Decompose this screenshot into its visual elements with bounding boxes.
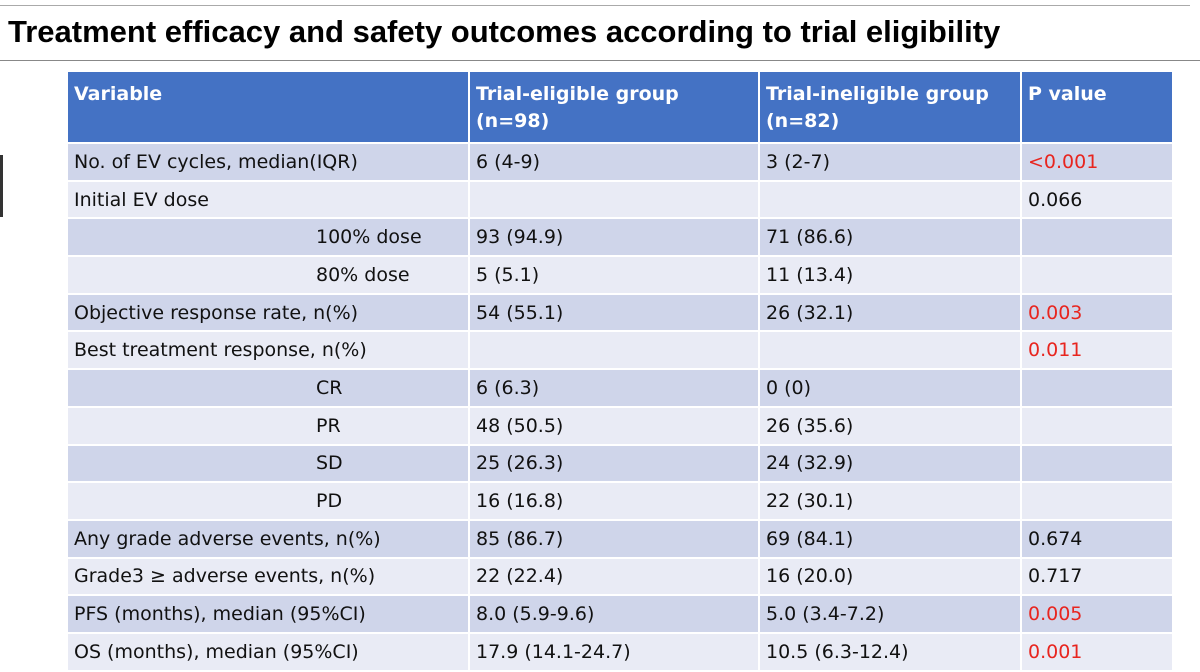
table-cell: 0.011: [1020, 330, 1174, 371]
table-cell: Initial EV dose: [66, 179, 470, 220]
title-rule: [0, 60, 1200, 61]
table-cell: CR: [66, 368, 470, 408]
table-cell: 5.0 (3.4-7.2): [758, 594, 1022, 634]
table-cell: [1020, 368, 1174, 408]
table-cell: No. of EV cycles, median(IQR): [66, 142, 470, 182]
column-header: Variable: [66, 70, 470, 144]
title: Treatment efficacy and safety outcomes a…: [8, 14, 1001, 49]
table-cell: 26 (35.6): [758, 405, 1022, 446]
table-cell: 22 (30.1): [758, 481, 1022, 521]
table-cell: Grade3 ≥ adverse events, n(%): [66, 556, 470, 597]
header-row: Variable Trial-eligible group (n=98) Trial…: [66, 70, 1174, 144]
table-cell: Any grade adverse events, n(%): [66, 518, 470, 559]
table-cell: [758, 179, 1022, 220]
table-cell: 24 (32.9): [758, 443, 1022, 484]
table-cell: SD: [66, 443, 470, 484]
table-cell: 25 (26.3): [468, 443, 760, 484]
table-cell: OS (months), median (95%CI): [66, 631, 470, 672]
column-header: Trial-eligible group (n=98): [468, 70, 760, 144]
table-row: 80% dose 5 (5.1) 11 (13.4): [66, 255, 1174, 295]
table-cell: 54 (55.1): [468, 292, 760, 333]
table-cell: 93 (94.9): [468, 217, 760, 258]
table-cell: 0.005: [1020, 594, 1174, 634]
table-cell: 16 (16.8): [468, 481, 760, 521]
table-cell: 16 (20.0): [758, 556, 1022, 597]
table-row: 100% dose 93 (94.9) 71 (86.6): [66, 217, 1174, 258]
table-row: Best treatment response, n(%) 0.011: [66, 330, 1174, 371]
table-row: No. of EV cycles, median(IQR) 6 (4-9) 3 (2…: [66, 142, 1174, 182]
table-row: PR 48 (50.5) 26 (35.6): [66, 405, 1174, 446]
table-cell: 3 (2-7): [758, 142, 1022, 182]
table-body: No. of EV cycles, median(IQR) 6 (4-9) 3 (2…: [66, 142, 1174, 672]
table-cell: 100% dose: [66, 217, 470, 258]
table-cell: PFS (months), median (95%CI): [66, 594, 470, 634]
table-cell: [1020, 443, 1174, 484]
top-line: [0, 5, 1190, 6]
table-cell: 0.066: [1020, 179, 1174, 220]
table-cell: [758, 330, 1022, 371]
table-cell: 0.717: [1020, 556, 1174, 597]
table: Variable Trial-eligible group (n=98) Trial…: [66, 70, 1174, 672]
table-cell: 80% dose: [66, 255, 470, 295]
table-cell: <0.001: [1020, 142, 1174, 182]
table-cell: PD: [66, 481, 470, 521]
table-row: OS (months), median (95%CI) 17.9 (14.1-24…: [66, 631, 1174, 672]
table-cell: 48 (50.5): [468, 405, 760, 446]
table-cell: 11 (13.4): [758, 255, 1022, 295]
table-cell: 0 (0): [758, 368, 1022, 408]
table-row: CR 6 (6.3) 0 (0): [66, 368, 1174, 408]
table-cell: [1020, 405, 1174, 446]
table-cell: 85 (86.7): [468, 518, 760, 559]
table-cell: 8.0 (5.9-9.6): [468, 594, 760, 634]
table-cell: 0.674: [1020, 518, 1174, 559]
table-cell: 10.5 (6.3-12.4): [758, 631, 1022, 672]
table-cell: [1020, 217, 1174, 258]
table-row: PD 16 (16.8) 22 (30.1): [66, 481, 1174, 521]
column-header: P value: [1020, 70, 1174, 144]
table-cell: 69 (84.1): [758, 518, 1022, 559]
table-cell: [1020, 481, 1174, 521]
table-cell: [468, 330, 760, 371]
table-cell: 6 (6.3): [468, 368, 760, 408]
table-cell: 71 (86.6): [758, 217, 1022, 258]
table-cell: 22 (22.4): [468, 556, 760, 597]
table-cell: 0.001: [1020, 631, 1174, 672]
table-cell: PR: [66, 405, 470, 446]
table-row: PFS (months), median (95%CI) 8.0 (5.9-9.6…: [66, 594, 1174, 634]
table-cell: Best treatment response, n(%): [66, 330, 470, 371]
table-cell: 17.9 (14.1-24.7): [468, 631, 760, 672]
table-cell: [1020, 255, 1174, 295]
table-row: Any grade adverse events, n(%) 85 (86.7) 6…: [66, 518, 1174, 559]
table-cell: Objective response rate, n(%): [66, 292, 470, 333]
table-cell: 0.003: [1020, 292, 1174, 333]
table-cell: 5 (5.1): [468, 255, 760, 295]
table-row: Initial EV dose 0.066: [66, 179, 1174, 220]
table-cell: [468, 179, 760, 220]
table-cell: 26 (32.1): [758, 292, 1022, 333]
column-header: Trial-ineligible group (n=82): [758, 70, 1022, 144]
edge-bar: [0, 155, 3, 217]
table-row: Objective response rate, n(%) 54 (55.1) 26…: [66, 292, 1174, 333]
table-row: Grade3 ≥ adverse events, n(%) 22 (22.4) 16…: [66, 556, 1174, 597]
table-cell: 6 (4-9): [468, 142, 760, 182]
table-row: SD 25 (26.3) 24 (32.9): [66, 443, 1174, 484]
